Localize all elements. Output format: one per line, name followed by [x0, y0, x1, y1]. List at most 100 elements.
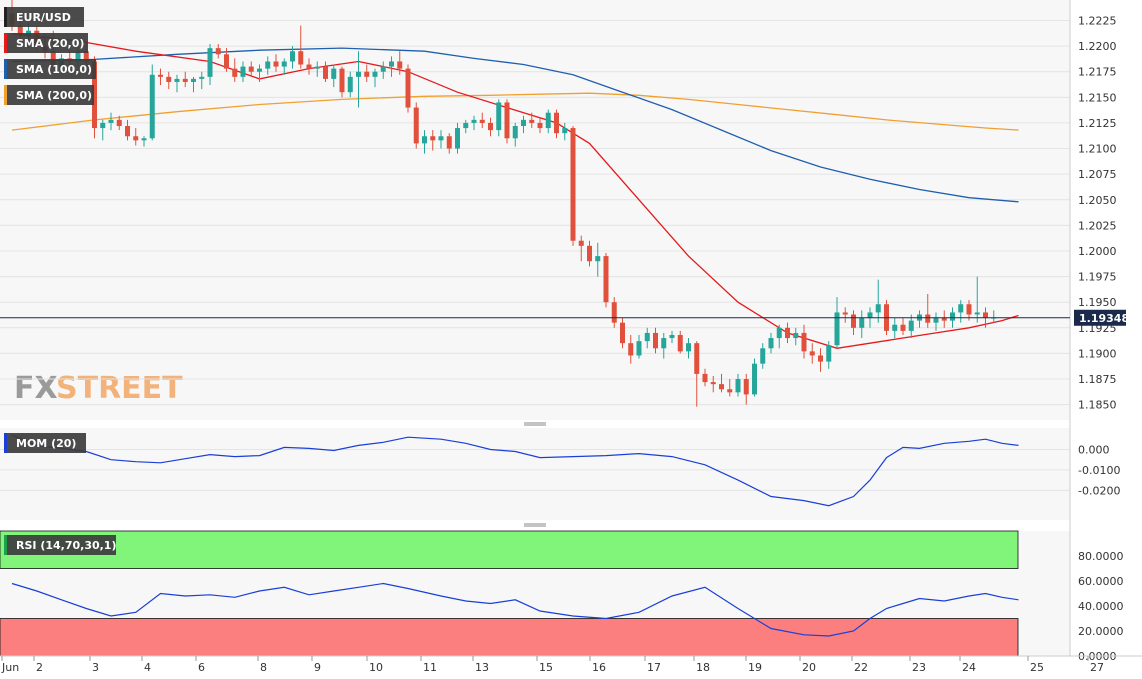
candle [347, 71, 353, 98]
candle [768, 332, 774, 354]
candle-body [488, 122, 493, 131]
candle [116, 115, 122, 131]
candle-body [677, 334, 683, 352]
candle [644, 327, 650, 349]
legend-box [4, 59, 96, 79]
candle [413, 102, 419, 149]
candle-body [983, 312, 988, 318]
candle [958, 300, 964, 323]
candle [636, 334, 642, 359]
panel-resize-handle-2[interactable] [0, 520, 1070, 531]
candle [900, 317, 906, 335]
candle [339, 66, 345, 98]
candle [273, 54, 279, 72]
candle-body [809, 351, 815, 356]
candle [331, 64, 337, 88]
candle-body [323, 66, 328, 79]
candle [281, 58, 287, 75]
candle [149, 64, 155, 141]
mom-line [11, 434, 1019, 507]
legend-item[interactable]: EUR/USD [4, 7, 84, 27]
candle [603, 253, 609, 308]
legend-item[interactable]: SMA (100,0) [4, 59, 96, 79]
candle [694, 341, 700, 407]
candle [818, 348, 823, 372]
candle [199, 71, 205, 90]
candle-body [75, 51, 81, 62]
x-tick-label: 10 [369, 661, 383, 674]
candle [834, 297, 840, 349]
mom-legend[interactable]: MOM (20) [4, 433, 86, 453]
x-tick-label: 8 [260, 661, 267, 674]
candle-body [116, 119, 122, 126]
candle-body [768, 338, 774, 349]
candle [306, 58, 312, 75]
price-tick-label: 1.2100 [1078, 143, 1117, 156]
candle [587, 240, 592, 267]
rsi-tick-label: 40.0000 [1078, 600, 1124, 613]
panel-resize-handle-1[interactable] [0, 420, 1070, 428]
legend-color-swatch [4, 85, 7, 105]
mom-tick-label: -0.0100 [1078, 464, 1120, 477]
candle [314, 61, 320, 77]
candle [537, 117, 543, 134]
x-tick-label: 23 [912, 661, 926, 674]
candle [578, 235, 584, 262]
price-tick-label: 1.2050 [1078, 194, 1117, 207]
rsi-overbought-zone [0, 530, 1019, 569]
legend-item[interactable]: SMA (20,0) [4, 33, 88, 53]
candle-body [182, 78, 188, 82]
candle [232, 58, 238, 82]
candle-body [455, 128, 460, 149]
rsi-tick-label: 80.0000 [1078, 550, 1124, 563]
candle [562, 122, 568, 141]
candle-body [719, 384, 724, 390]
candle-body [661, 338, 667, 349]
x-tick-label: 24 [962, 661, 976, 674]
candle-body [950, 312, 955, 321]
legend-item[interactable]: SMA (200,0) [4, 85, 94, 105]
candle-body [752, 363, 757, 395]
x-tick-label: 16 [592, 661, 606, 674]
candle-body [851, 314, 856, 328]
candle [323, 61, 328, 82]
candle-body [545, 112, 551, 129]
candle-body [554, 112, 559, 134]
candle-body [496, 102, 502, 131]
candle-body [248, 66, 254, 72]
candle [669, 330, 675, 344]
candle-body [306, 64, 312, 69]
candle [215, 44, 221, 59]
candle-body [149, 74, 155, 139]
candle [108, 112, 114, 131]
rsi-legend[interactable]: RSI (14,70,30,1) [4, 535, 116, 555]
candle-body [793, 332, 799, 339]
candle [446, 133, 452, 154]
candle-body [422, 136, 427, 144]
x-tick-label: 2 [36, 661, 43, 674]
candle-body [587, 245, 592, 262]
candle [974, 276, 980, 323]
candle-body [892, 324, 898, 331]
x-tick-label: 27 [1090, 661, 1104, 674]
candle-body [446, 136, 452, 149]
fxstreet-logo: FX STREET [14, 371, 183, 406]
candle-body [224, 54, 229, 69]
candle-body [290, 51, 295, 62]
price-tick-label: 1.2075 [1078, 168, 1117, 181]
price-tick-label: 1.1950 [1078, 296, 1117, 309]
price-tick-label: 1.2175 [1078, 66, 1117, 79]
candle-body [620, 322, 625, 344]
candle [776, 324, 782, 349]
candle-body [834, 312, 840, 346]
candle [182, 71, 188, 88]
candle-body [900, 324, 906, 331]
candle-body [710, 382, 716, 385]
candle-body [191, 78, 196, 82]
candle-body [339, 68, 345, 93]
candle-body [50, 51, 56, 67]
candle-body [669, 334, 675, 339]
candle-body [141, 138, 147, 141]
candle-body [108, 119, 114, 123]
candle [479, 112, 485, 129]
